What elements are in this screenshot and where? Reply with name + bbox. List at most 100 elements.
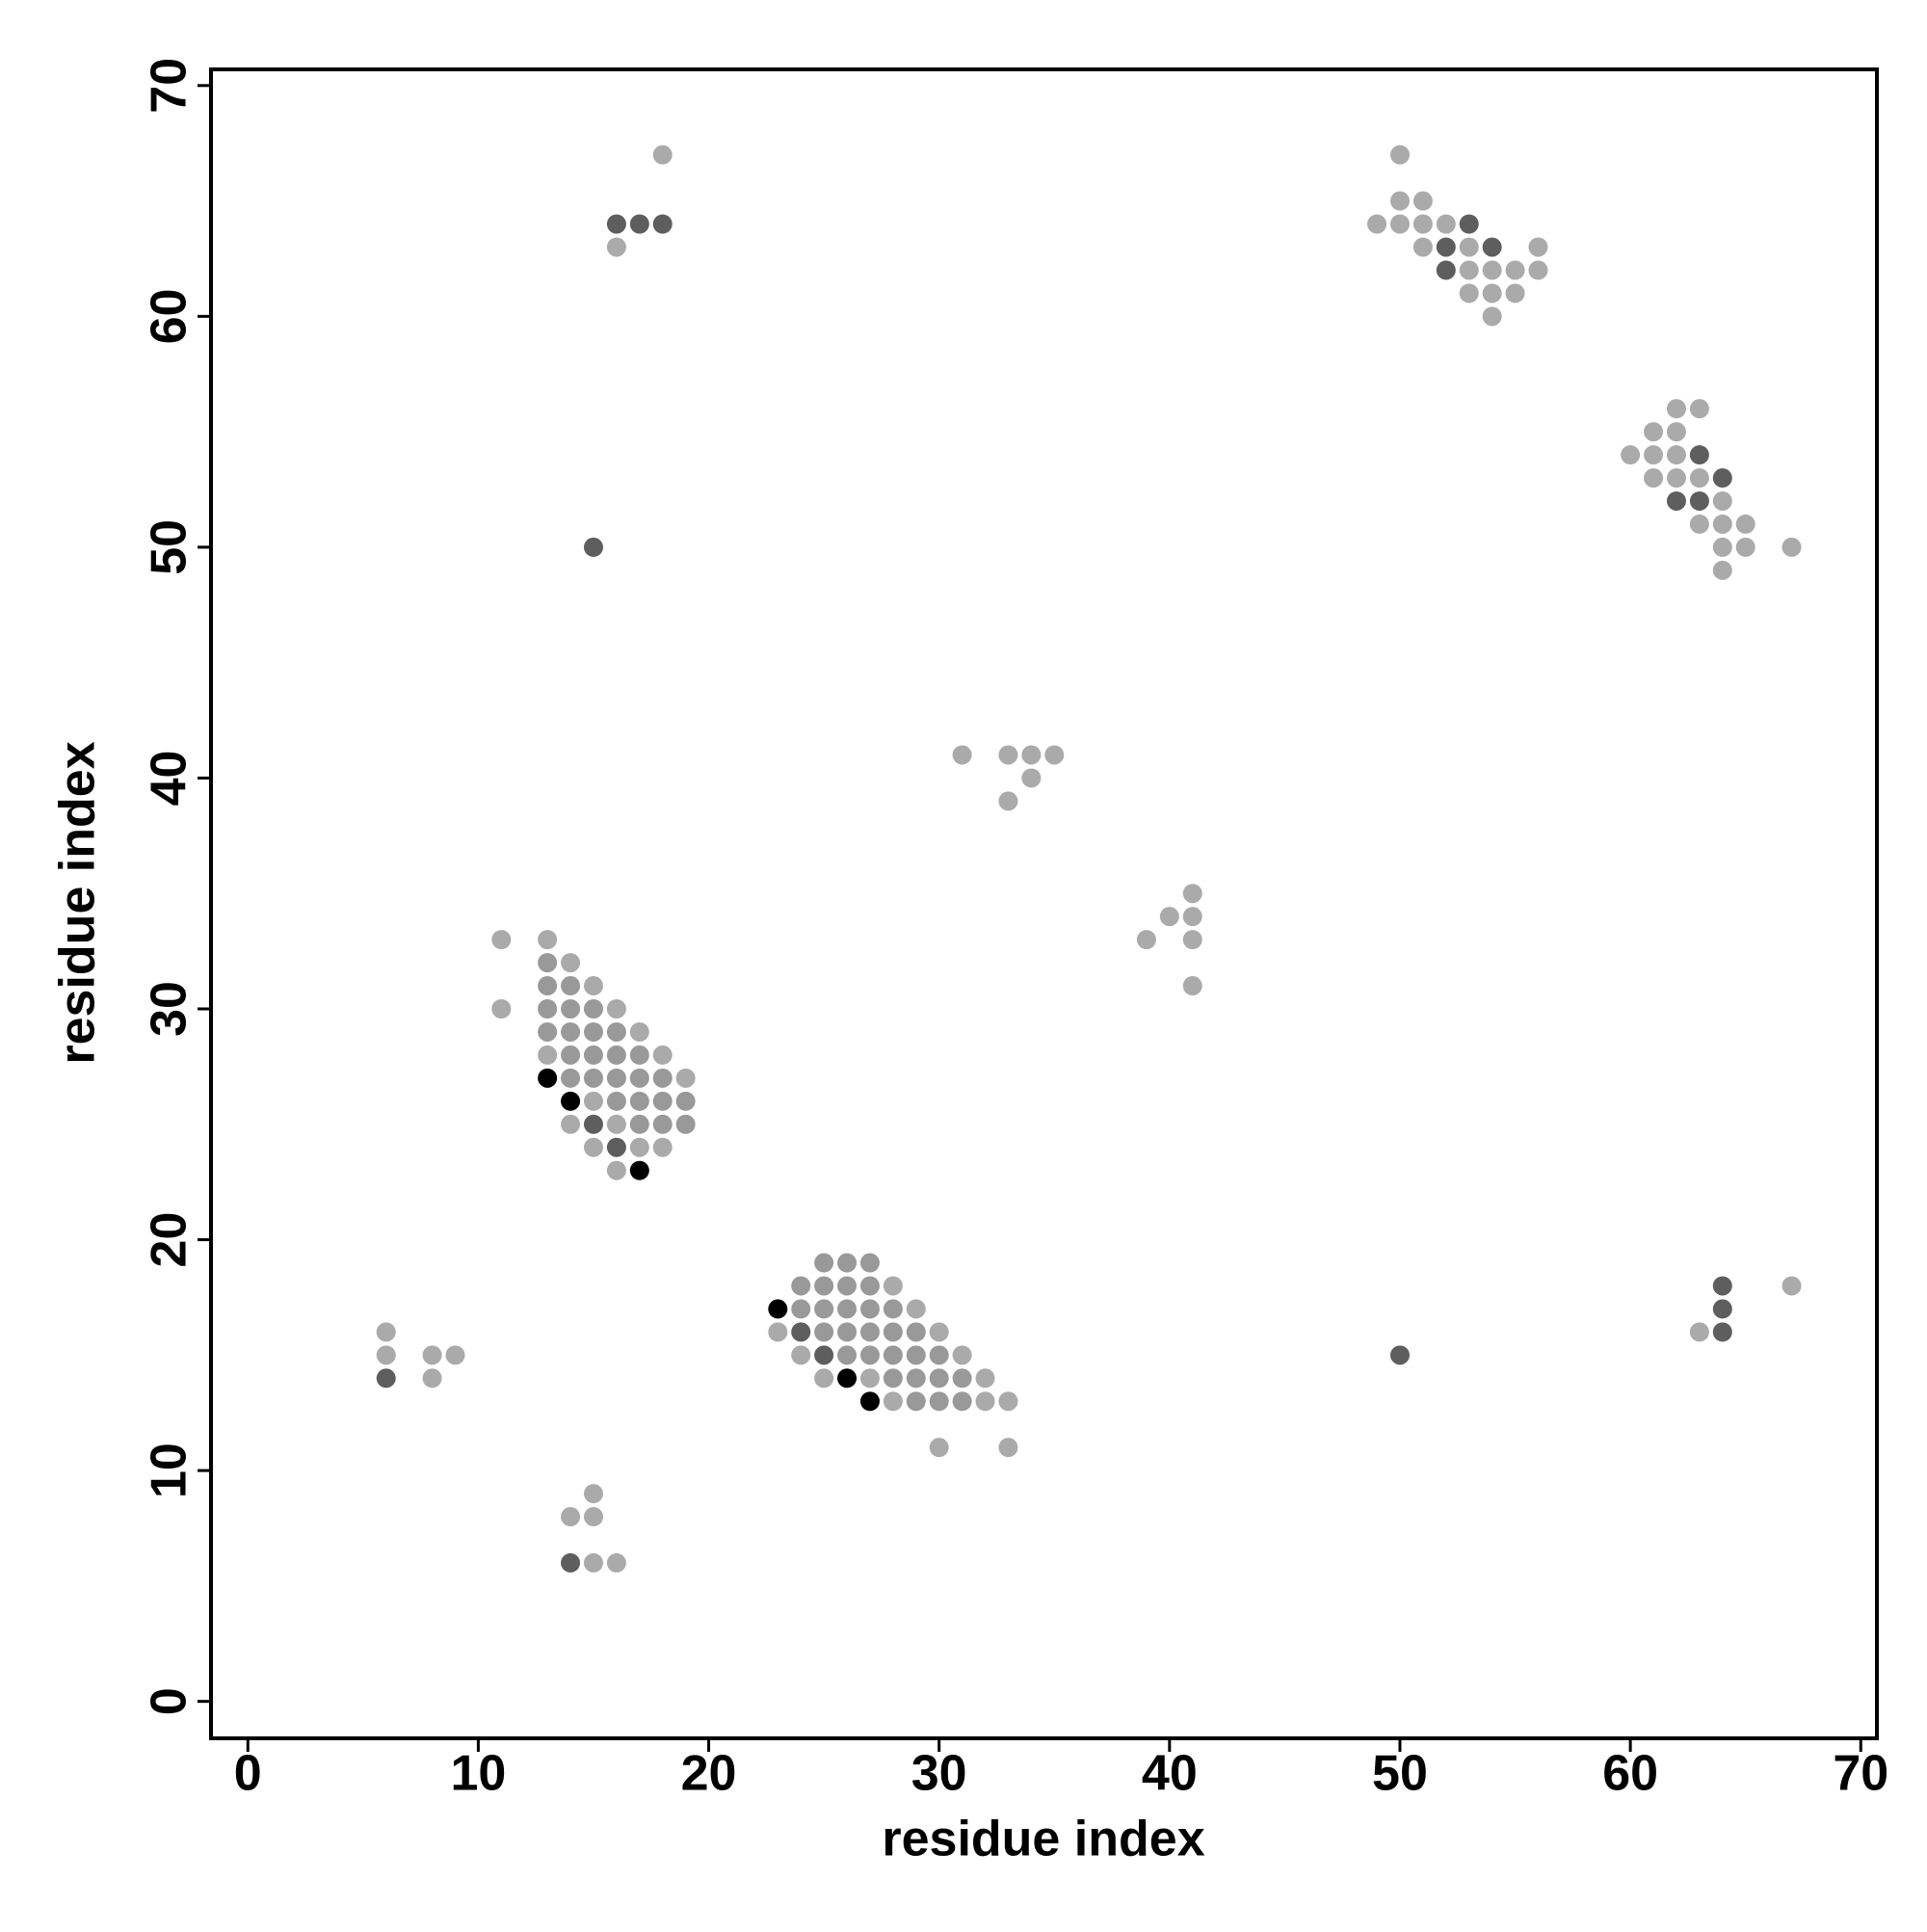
point [538, 953, 558, 973]
point [1689, 468, 1709, 489]
point [998, 1438, 1018, 1458]
point [1482, 260, 1502, 280]
point [929, 1438, 949, 1458]
point [1389, 1345, 1410, 1365]
point [1689, 399, 1709, 419]
point [606, 1552, 626, 1573]
point [952, 1368, 972, 1389]
point [814, 1299, 834, 1319]
point [859, 1322, 880, 1342]
point [675, 1114, 696, 1134]
point [561, 1045, 581, 1065]
point [1159, 907, 1179, 927]
point [1182, 976, 1202, 996]
point [538, 1045, 558, 1065]
point [837, 1299, 858, 1319]
point [538, 930, 558, 950]
point [561, 998, 581, 1019]
point [1735, 514, 1755, 534]
point [652, 214, 673, 234]
x-tick-label: 10 [450, 1746, 506, 1802]
x-axis-label: residue index [882, 1812, 1204, 1867]
point [583, 1507, 603, 1527]
y-axis-label: residue index [50, 741, 106, 1064]
point [1505, 283, 1525, 304]
point [929, 1391, 949, 1412]
point [1782, 537, 1802, 557]
point [1182, 907, 1202, 927]
point [1182, 884, 1202, 904]
point [561, 953, 581, 973]
point [791, 1345, 811, 1365]
point [837, 1276, 858, 1296]
point [1666, 468, 1686, 489]
point [675, 1091, 696, 1111]
y-tick-label: 0 [142, 1687, 198, 1715]
point [998, 1391, 1018, 1412]
point [883, 1345, 903, 1365]
point [629, 1114, 649, 1134]
point [422, 1345, 442, 1365]
point [1505, 260, 1525, 280]
point [1666, 399, 1686, 419]
point [445, 1345, 465, 1365]
x-tick-label: 60 [1602, 1746, 1658, 1802]
point [952, 1345, 972, 1365]
point [561, 1021, 581, 1042]
point [1389, 214, 1410, 234]
point [1528, 237, 1548, 257]
plot-frame [209, 67, 1879, 1740]
point [561, 1552, 581, 1573]
point [1644, 445, 1664, 465]
point [883, 1299, 903, 1319]
point [1689, 1322, 1709, 1342]
point [629, 1137, 649, 1157]
point [859, 1391, 880, 1412]
point [998, 791, 1018, 811]
point [422, 1368, 442, 1389]
point [583, 1114, 603, 1134]
point [606, 1021, 626, 1042]
point [376, 1368, 396, 1389]
point [583, 1021, 603, 1042]
point [1712, 1322, 1732, 1342]
point [606, 214, 626, 234]
point [629, 1091, 649, 1111]
point [998, 745, 1018, 765]
point [929, 1322, 949, 1342]
point [1459, 260, 1479, 280]
point [376, 1345, 396, 1365]
point [837, 1368, 858, 1389]
x-tick-label: 0 [234, 1746, 262, 1802]
point [791, 1276, 811, 1296]
point [929, 1345, 949, 1365]
point [606, 1045, 626, 1065]
point [883, 1322, 903, 1342]
point [583, 537, 603, 557]
point [606, 1068, 626, 1088]
point [1482, 306, 1502, 327]
point [652, 1068, 673, 1088]
point [1482, 237, 1502, 257]
point [883, 1276, 903, 1296]
point [906, 1322, 926, 1342]
point [883, 1391, 903, 1412]
point [652, 1045, 673, 1065]
point [652, 1114, 673, 1134]
point [814, 1276, 834, 1296]
point [859, 1253, 880, 1273]
point [791, 1322, 811, 1342]
point [1666, 490, 1686, 511]
point [1389, 145, 1410, 165]
point [1644, 468, 1664, 489]
point [606, 1114, 626, 1134]
point [791, 1299, 811, 1319]
point [1436, 260, 1456, 280]
point [859, 1345, 880, 1365]
point [583, 1045, 603, 1065]
point [975, 1368, 995, 1389]
point [1712, 1299, 1732, 1319]
point [1459, 237, 1479, 257]
point [1712, 514, 1732, 534]
y-tick-label: 50 [142, 519, 198, 575]
